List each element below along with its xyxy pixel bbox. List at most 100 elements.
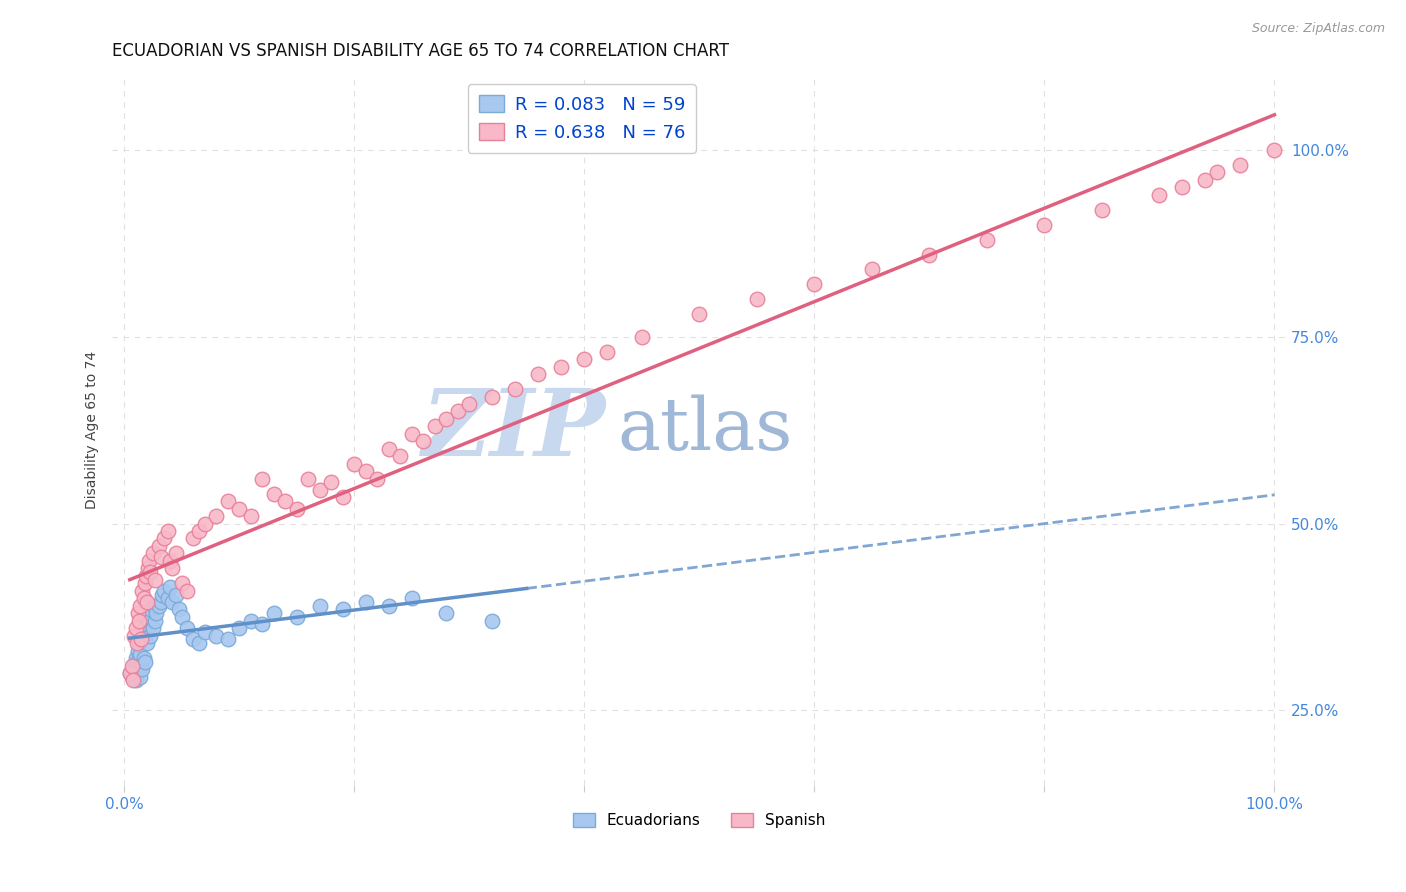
Point bbox=[124, 621, 146, 635]
Point bbox=[127, 643, 149, 657]
Point bbox=[1171, 180, 1194, 194]
Point bbox=[250, 472, 273, 486]
Point bbox=[1206, 165, 1229, 179]
Point bbox=[239, 614, 262, 628]
Point bbox=[401, 426, 423, 441]
Point bbox=[138, 554, 160, 568]
Point bbox=[181, 532, 204, 546]
Point bbox=[366, 472, 388, 486]
Point bbox=[434, 412, 457, 426]
Point bbox=[134, 576, 156, 591]
Point bbox=[136, 606, 159, 620]
Point bbox=[162, 561, 184, 575]
Point bbox=[149, 595, 172, 609]
Point bbox=[127, 606, 149, 620]
Point bbox=[153, 583, 176, 598]
Point bbox=[129, 632, 152, 647]
Point bbox=[228, 621, 250, 635]
Point bbox=[572, 352, 595, 367]
Point bbox=[125, 655, 148, 669]
Point bbox=[124, 651, 146, 665]
Point bbox=[170, 576, 193, 591]
Point bbox=[412, 434, 434, 449]
Point bbox=[131, 583, 153, 598]
Point bbox=[134, 624, 156, 639]
Point bbox=[1194, 173, 1216, 187]
Point bbox=[377, 599, 399, 613]
Point bbox=[688, 307, 710, 321]
Point bbox=[860, 262, 883, 277]
Point bbox=[187, 636, 209, 650]
Point bbox=[139, 565, 162, 579]
Point bbox=[162, 595, 184, 609]
Point bbox=[228, 501, 250, 516]
Point bbox=[159, 554, 181, 568]
Point bbox=[167, 602, 190, 616]
Point bbox=[446, 404, 468, 418]
Point bbox=[193, 624, 215, 639]
Point bbox=[527, 367, 550, 381]
Y-axis label: Disability Age 65 to 74: Disability Age 65 to 74 bbox=[86, 351, 100, 509]
Point bbox=[217, 494, 239, 508]
Point bbox=[630, 330, 652, 344]
Point bbox=[250, 617, 273, 632]
Point bbox=[136, 636, 159, 650]
Point bbox=[423, 419, 446, 434]
Point bbox=[285, 501, 308, 516]
Point bbox=[389, 450, 412, 464]
Point bbox=[148, 539, 170, 553]
Point bbox=[458, 397, 481, 411]
Point bbox=[181, 632, 204, 647]
Point bbox=[1229, 158, 1251, 172]
Point bbox=[332, 491, 354, 505]
Point bbox=[205, 629, 228, 643]
Point bbox=[159, 580, 181, 594]
Text: ZIP: ZIP bbox=[422, 385, 606, 475]
Point bbox=[1091, 202, 1114, 217]
Point bbox=[165, 588, 187, 602]
Point bbox=[156, 524, 179, 538]
Point bbox=[217, 632, 239, 647]
Point bbox=[129, 658, 152, 673]
Point bbox=[148, 599, 170, 613]
Point bbox=[129, 599, 152, 613]
Point bbox=[170, 610, 193, 624]
Point bbox=[918, 247, 941, 261]
Point bbox=[143, 614, 166, 628]
Point bbox=[142, 599, 165, 613]
Point bbox=[129, 632, 152, 647]
Point bbox=[124, 629, 146, 643]
Point bbox=[274, 494, 297, 508]
Point bbox=[122, 658, 145, 673]
Legend: Ecuadorians, Spanish: Ecuadorians, Spanish bbox=[567, 806, 831, 834]
Point bbox=[121, 658, 143, 673]
Text: ECUADORIAN VS SPANISH DISABILITY AGE 65 TO 74 CORRELATION CHART: ECUADORIAN VS SPANISH DISABILITY AGE 65 … bbox=[112, 42, 730, 60]
Point bbox=[131, 662, 153, 676]
Point bbox=[132, 621, 155, 635]
Text: atlas: atlas bbox=[617, 395, 793, 466]
Point bbox=[118, 665, 141, 680]
Point bbox=[118, 665, 141, 680]
Point bbox=[239, 509, 262, 524]
Point bbox=[145, 606, 167, 620]
Point bbox=[131, 629, 153, 643]
Point bbox=[205, 509, 228, 524]
Point bbox=[285, 610, 308, 624]
Point bbox=[343, 457, 366, 471]
Point bbox=[1033, 218, 1056, 232]
Point bbox=[308, 483, 330, 497]
Point bbox=[150, 588, 173, 602]
Point bbox=[128, 636, 150, 650]
Point bbox=[135, 617, 157, 632]
Point bbox=[596, 344, 619, 359]
Point bbox=[149, 550, 172, 565]
Point bbox=[319, 475, 342, 490]
Point bbox=[1149, 187, 1171, 202]
Point bbox=[434, 606, 457, 620]
Point bbox=[176, 583, 198, 598]
Point bbox=[125, 636, 148, 650]
Point bbox=[401, 591, 423, 606]
Point bbox=[354, 595, 377, 609]
Point bbox=[550, 359, 572, 374]
Point bbox=[129, 648, 152, 662]
